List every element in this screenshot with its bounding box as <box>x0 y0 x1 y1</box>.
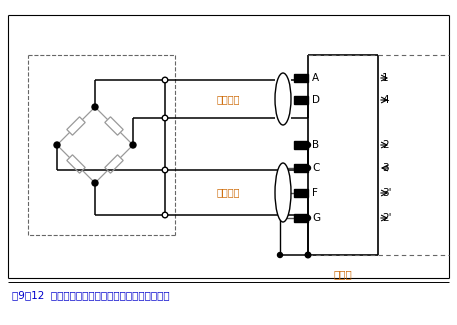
Text: D: D <box>312 95 320 105</box>
Bar <box>294 164 308 172</box>
Circle shape <box>162 115 168 121</box>
Text: 2': 2' <box>382 213 392 223</box>
Text: C: C <box>312 163 319 173</box>
Circle shape <box>162 167 168 173</box>
Circle shape <box>92 104 98 110</box>
Text: 3: 3 <box>382 163 388 173</box>
Circle shape <box>162 212 168 218</box>
Text: B: B <box>312 140 319 150</box>
Bar <box>294 96 308 104</box>
Text: 信号电压: 信号电压 <box>216 94 240 104</box>
Text: G: G <box>312 213 320 223</box>
Text: 供电电压: 供电电压 <box>216 188 240 198</box>
Circle shape <box>305 142 310 148</box>
Bar <box>294 189 308 197</box>
Circle shape <box>162 77 168 83</box>
Circle shape <box>92 180 98 186</box>
Circle shape <box>305 252 311 258</box>
Ellipse shape <box>275 73 291 125</box>
Bar <box>294 141 308 149</box>
Circle shape <box>305 165 310 171</box>
Bar <box>294 214 308 222</box>
Text: 2: 2 <box>382 140 388 150</box>
Circle shape <box>54 142 60 148</box>
Circle shape <box>130 142 136 148</box>
Circle shape <box>277 253 282 257</box>
Text: 3': 3' <box>382 188 392 198</box>
Text: F: F <box>312 188 318 198</box>
Bar <box>294 74 308 82</box>
Text: A: A <box>312 73 319 83</box>
Circle shape <box>305 215 310 220</box>
Text: 4: 4 <box>382 95 388 105</box>
Text: 图9－12  四线制传感器与六线制测量放大器的连接。: 图9－12 四线制传感器与六线制测量放大器的连接。 <box>12 290 170 300</box>
Text: 1: 1 <box>382 73 388 83</box>
Ellipse shape <box>275 163 291 222</box>
Text: 放大器: 放大器 <box>334 269 352 279</box>
